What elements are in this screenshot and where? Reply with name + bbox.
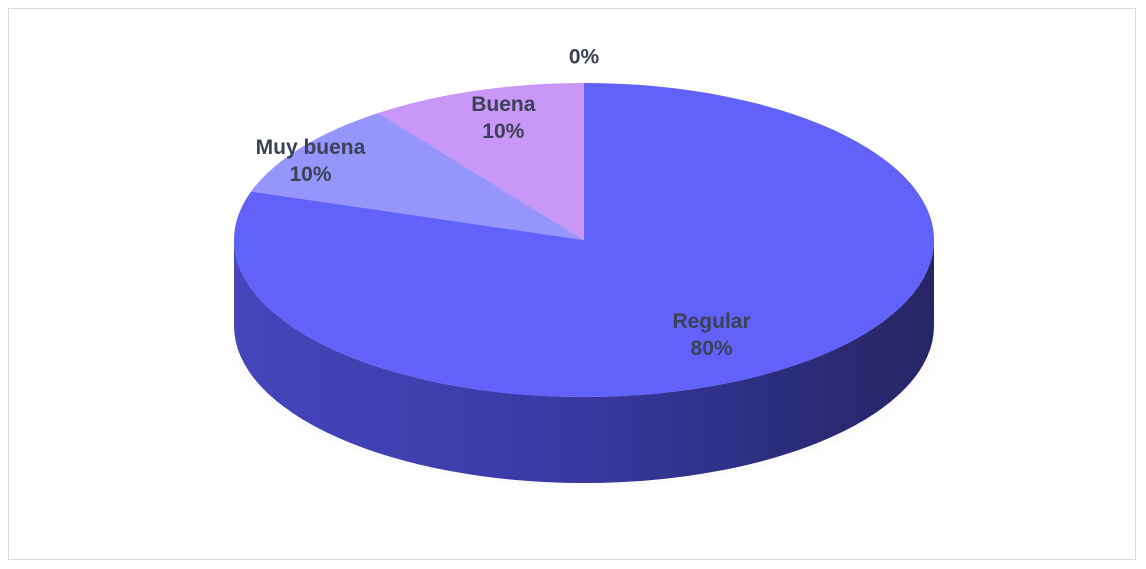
data-label-slice-empty: 0%	[569, 46, 600, 69]
slice-percent-label: 10%	[289, 163, 331, 186]
pie-slice-buena	[378, 83, 584, 240]
slice-percent-label: 0%	[569, 46, 600, 69]
pie-side-wall	[234, 240, 934, 483]
pie-slice-muy-buena	[251, 112, 584, 240]
slice-category-label: Muy buena	[256, 136, 366, 159]
slice-category-label: Buena	[471, 93, 536, 116]
slice-category-label: Regular	[672, 310, 750, 333]
data-label-slice-muy-buena: Muy buena 10%	[256, 136, 366, 186]
data-label-slice-buena: Buena 10%	[471, 93, 536, 143]
data-label-slice-regular: Regular 80%	[672, 310, 750, 360]
slice-percent-label: 10%	[482, 120, 524, 143]
slice-percent-label: 80%	[691, 337, 733, 360]
